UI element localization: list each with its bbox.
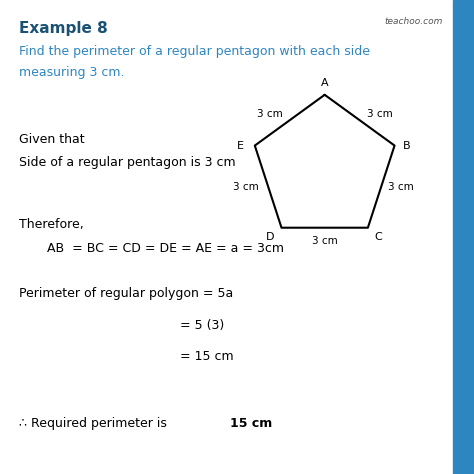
Text: 3 cm: 3 cm bbox=[233, 182, 258, 191]
Text: 15 cm: 15 cm bbox=[230, 417, 272, 430]
Text: 3 cm: 3 cm bbox=[388, 182, 414, 191]
Text: measuring 3 cm.: measuring 3 cm. bbox=[19, 66, 125, 79]
Text: 3 cm: 3 cm bbox=[367, 109, 392, 119]
Text: Find the perimeter of a regular pentagon with each side: Find the perimeter of a regular pentagon… bbox=[19, 45, 370, 58]
Text: B: B bbox=[402, 141, 410, 151]
Text: 3 cm: 3 cm bbox=[257, 109, 283, 119]
Text: 3 cm: 3 cm bbox=[312, 236, 337, 246]
Bar bbox=[453, 0, 474, 474]
Text: ∴ Required perimeter is: ∴ Required perimeter is bbox=[19, 417, 171, 430]
Text: Example 8: Example 8 bbox=[19, 21, 108, 36]
Text: AB  = BC = CD = DE = AE = a = 3cm: AB = BC = CD = DE = AE = a = 3cm bbox=[47, 242, 284, 255]
Text: Given that: Given that bbox=[19, 133, 84, 146]
Text: A: A bbox=[321, 78, 328, 88]
Text: D: D bbox=[265, 232, 274, 242]
Text: = 5 (3): = 5 (3) bbox=[180, 319, 224, 331]
Text: C: C bbox=[374, 232, 382, 242]
Text: = 15 cm: = 15 cm bbox=[180, 350, 234, 363]
Text: E: E bbox=[237, 141, 244, 151]
Text: Perimeter of regular polygon = 5a: Perimeter of regular polygon = 5a bbox=[19, 287, 233, 300]
Text: Side of a regular pentagon is 3 cm: Side of a regular pentagon is 3 cm bbox=[19, 156, 236, 169]
Text: Therefore,: Therefore, bbox=[19, 218, 84, 231]
Text: teachoo.com: teachoo.com bbox=[385, 17, 443, 26]
